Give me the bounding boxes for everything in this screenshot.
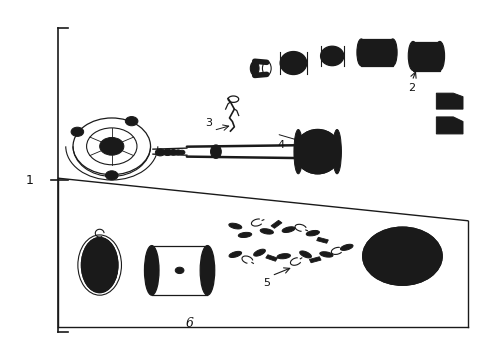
- Circle shape: [175, 150, 181, 155]
- Ellipse shape: [277, 253, 291, 259]
- Ellipse shape: [333, 130, 342, 174]
- Circle shape: [99, 138, 124, 155]
- Text: 5: 5: [263, 278, 270, 288]
- Ellipse shape: [408, 41, 418, 71]
- Ellipse shape: [341, 244, 353, 251]
- Ellipse shape: [260, 229, 273, 234]
- Ellipse shape: [294, 130, 303, 174]
- Polygon shape: [317, 237, 328, 243]
- Bar: [413, 42, 440, 71]
- Ellipse shape: [306, 230, 319, 236]
- Circle shape: [394, 250, 411, 262]
- Ellipse shape: [238, 232, 252, 238]
- Ellipse shape: [280, 51, 307, 75]
- Circle shape: [179, 150, 185, 154]
- Ellipse shape: [320, 252, 333, 257]
- Circle shape: [71, 127, 84, 136]
- Polygon shape: [437, 117, 463, 134]
- Polygon shape: [437, 93, 463, 109]
- Circle shape: [175, 267, 184, 274]
- Ellipse shape: [81, 238, 118, 293]
- Ellipse shape: [254, 249, 266, 256]
- Circle shape: [155, 149, 165, 156]
- Text: 1: 1: [25, 174, 33, 186]
- Ellipse shape: [282, 227, 295, 233]
- Polygon shape: [271, 220, 282, 228]
- Ellipse shape: [200, 246, 215, 295]
- Ellipse shape: [250, 61, 259, 76]
- Circle shape: [105, 171, 118, 180]
- Ellipse shape: [211, 145, 221, 158]
- Text: 2: 2: [409, 83, 416, 93]
- Ellipse shape: [300, 251, 312, 258]
- Text: 3: 3: [205, 118, 212, 128]
- Circle shape: [125, 117, 138, 126]
- Text: 6: 6: [185, 317, 193, 330]
- Ellipse shape: [294, 130, 341, 174]
- Circle shape: [163, 149, 172, 156]
- Text: 4: 4: [278, 140, 285, 149]
- Ellipse shape: [357, 39, 366, 66]
- Polygon shape: [266, 255, 277, 261]
- Bar: [361, 39, 393, 66]
- Polygon shape: [309, 257, 321, 263]
- Circle shape: [170, 149, 177, 155]
- Ellipse shape: [229, 223, 242, 229]
- Ellipse shape: [320, 46, 344, 66]
- Ellipse shape: [145, 246, 159, 295]
- Ellipse shape: [389, 39, 397, 66]
- Ellipse shape: [229, 251, 242, 257]
- Ellipse shape: [435, 41, 444, 71]
- Circle shape: [363, 227, 442, 285]
